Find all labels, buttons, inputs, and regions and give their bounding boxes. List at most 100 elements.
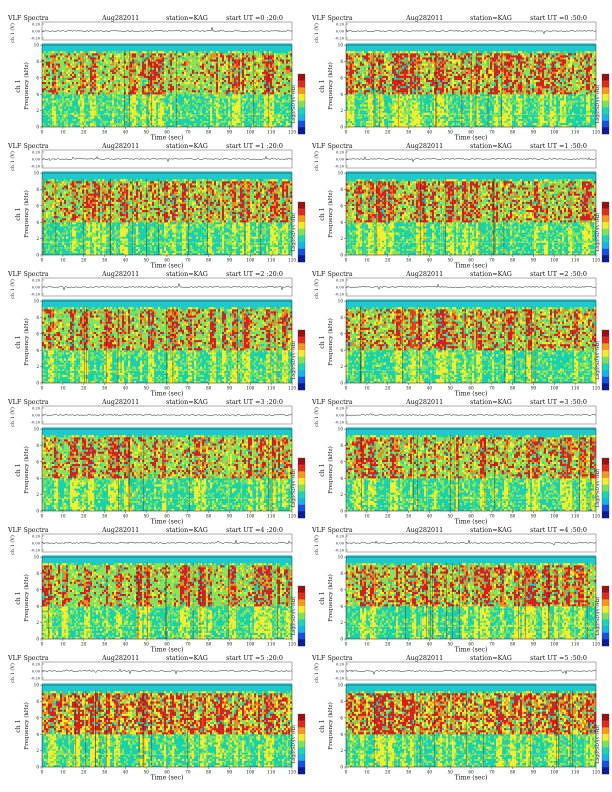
spectrogram-cell (92, 59, 95, 62)
spectrogram-cell (148, 81, 151, 85)
spectrogram-cell (396, 106, 399, 109)
spectrogram-cell (98, 77, 101, 80)
spectrogram-cell (368, 79, 371, 83)
spectrogram-cell (436, 92, 439, 95)
spectrogram-cell (162, 67, 165, 70)
spectrogram-cell (254, 59, 257, 62)
spectrogram-cell (204, 57, 207, 60)
spectrogram-cell (144, 88, 147, 91)
spectrogram-cell (440, 71, 443, 74)
spectrogram-cell (348, 106, 351, 109)
spectrogram-cell (82, 102, 85, 105)
spectrogram-cell (122, 77, 125, 80)
spectrogram-cell (208, 102, 211, 105)
spectrogram-cell (430, 63, 433, 66)
spectrogram-cell (268, 124, 271, 128)
spectrogram-cell (210, 77, 213, 80)
spectrogram-cell (232, 77, 235, 80)
spectrogram-cell (360, 63, 363, 66)
spectrogram-cell (278, 61, 281, 64)
spectrogram-cell (368, 53, 371, 56)
spectrogram-cell (94, 124, 97, 128)
spectrogram-cell (398, 116, 401, 119)
spectrogram-cell (128, 114, 131, 117)
spectrogram-cell (426, 112, 429, 115)
spectrogram-cell (424, 63, 427, 66)
spectrogram-cell (84, 120, 87, 124)
spectrogram-cell (442, 83, 445, 87)
spectrogram-cell (380, 61, 383, 64)
spectrogram-cell (356, 73, 359, 76)
spectrogram-cell (382, 88, 385, 91)
spectrogram-cell (276, 73, 279, 76)
spectrogram-cell (74, 73, 77, 76)
spectrogram-cell (258, 73, 261, 76)
spectrogram-cell (382, 79, 385, 83)
spectrogram-cell (354, 67, 357, 70)
spectrogram-cell (134, 79, 137, 83)
spectrogram-cell (118, 96, 121, 99)
spectrogram-cell (290, 51, 293, 54)
spectrogram-cell (378, 79, 381, 83)
spectrogram-cell (128, 81, 131, 85)
spectrogram-cell (268, 100, 271, 103)
spectrogram-cell (132, 114, 135, 117)
spectrogram-cell (388, 57, 391, 60)
spectrogram-cell (56, 94, 59, 97)
spectrogram-cell (364, 86, 367, 89)
spectrogram-cell (206, 96, 209, 99)
spectrogram-cell (352, 65, 355, 68)
spectrogram-cell (102, 96, 105, 99)
spectrogram-cell (128, 92, 131, 95)
spectrogram-cell (116, 73, 119, 76)
spectrogram-cell (42, 79, 45, 83)
spectrogram-cell (404, 81, 407, 85)
spectrogram-cell (100, 108, 103, 111)
spectrogram-cell (154, 57, 157, 60)
spectrogram-cell (422, 59, 425, 62)
spectrogram-cell (232, 63, 235, 66)
spectrogram-cell (378, 83, 381, 87)
spectrogram-cell (438, 100, 441, 103)
spectrogram-cell (176, 57, 179, 60)
spectrogram-cell (108, 59, 111, 62)
spectrogram-cell (386, 61, 389, 64)
spectrogram-cell (192, 81, 195, 85)
spectrogram-cell (164, 55, 167, 58)
spectrogram-cell (78, 77, 81, 80)
spectrogram-cell (276, 86, 279, 89)
spectrogram-cell (360, 83, 363, 87)
spectrogram-cell (286, 67, 289, 70)
spectrogram-cell (108, 108, 111, 111)
spectrogram-cell (410, 63, 413, 66)
spectrogram-cell (160, 106, 163, 109)
spectrogram-cell (208, 61, 211, 64)
spectrogram-cell (252, 102, 255, 105)
spectrogram-cell (260, 108, 263, 111)
spectrogram-cell (54, 108, 57, 111)
spectrogram-cell (258, 112, 261, 115)
spectrogram-cell (154, 83, 157, 87)
spectrogram-cell (146, 73, 149, 76)
spectrogram-cell (60, 71, 63, 74)
spectrogram-cell (384, 73, 387, 76)
spectrogram-cell (124, 61, 127, 64)
spectrogram-cell (192, 92, 195, 95)
spectrogram-cell (426, 106, 429, 109)
spectrogram-cell (106, 90, 109, 93)
spectrogram-cell (70, 69, 73, 72)
spectrogram-cell (388, 122, 391, 126)
spectrogram-cell (434, 106, 437, 109)
spectrogram-cell (110, 120, 113, 124)
spectrogram-cell (284, 83, 287, 87)
spectrogram-cell (66, 65, 69, 68)
spectrogram-cell (54, 55, 57, 58)
spectrogram-cell (88, 63, 91, 66)
spectrogram-cell (388, 69, 391, 72)
spectrogram-cell (202, 69, 205, 72)
spectrogram-cell (264, 94, 267, 97)
spectrogram-cell (430, 71, 433, 74)
spectrogram-cell (196, 94, 199, 97)
spectrogram-cell (50, 53, 53, 56)
spectrogram-cell (406, 104, 409, 107)
